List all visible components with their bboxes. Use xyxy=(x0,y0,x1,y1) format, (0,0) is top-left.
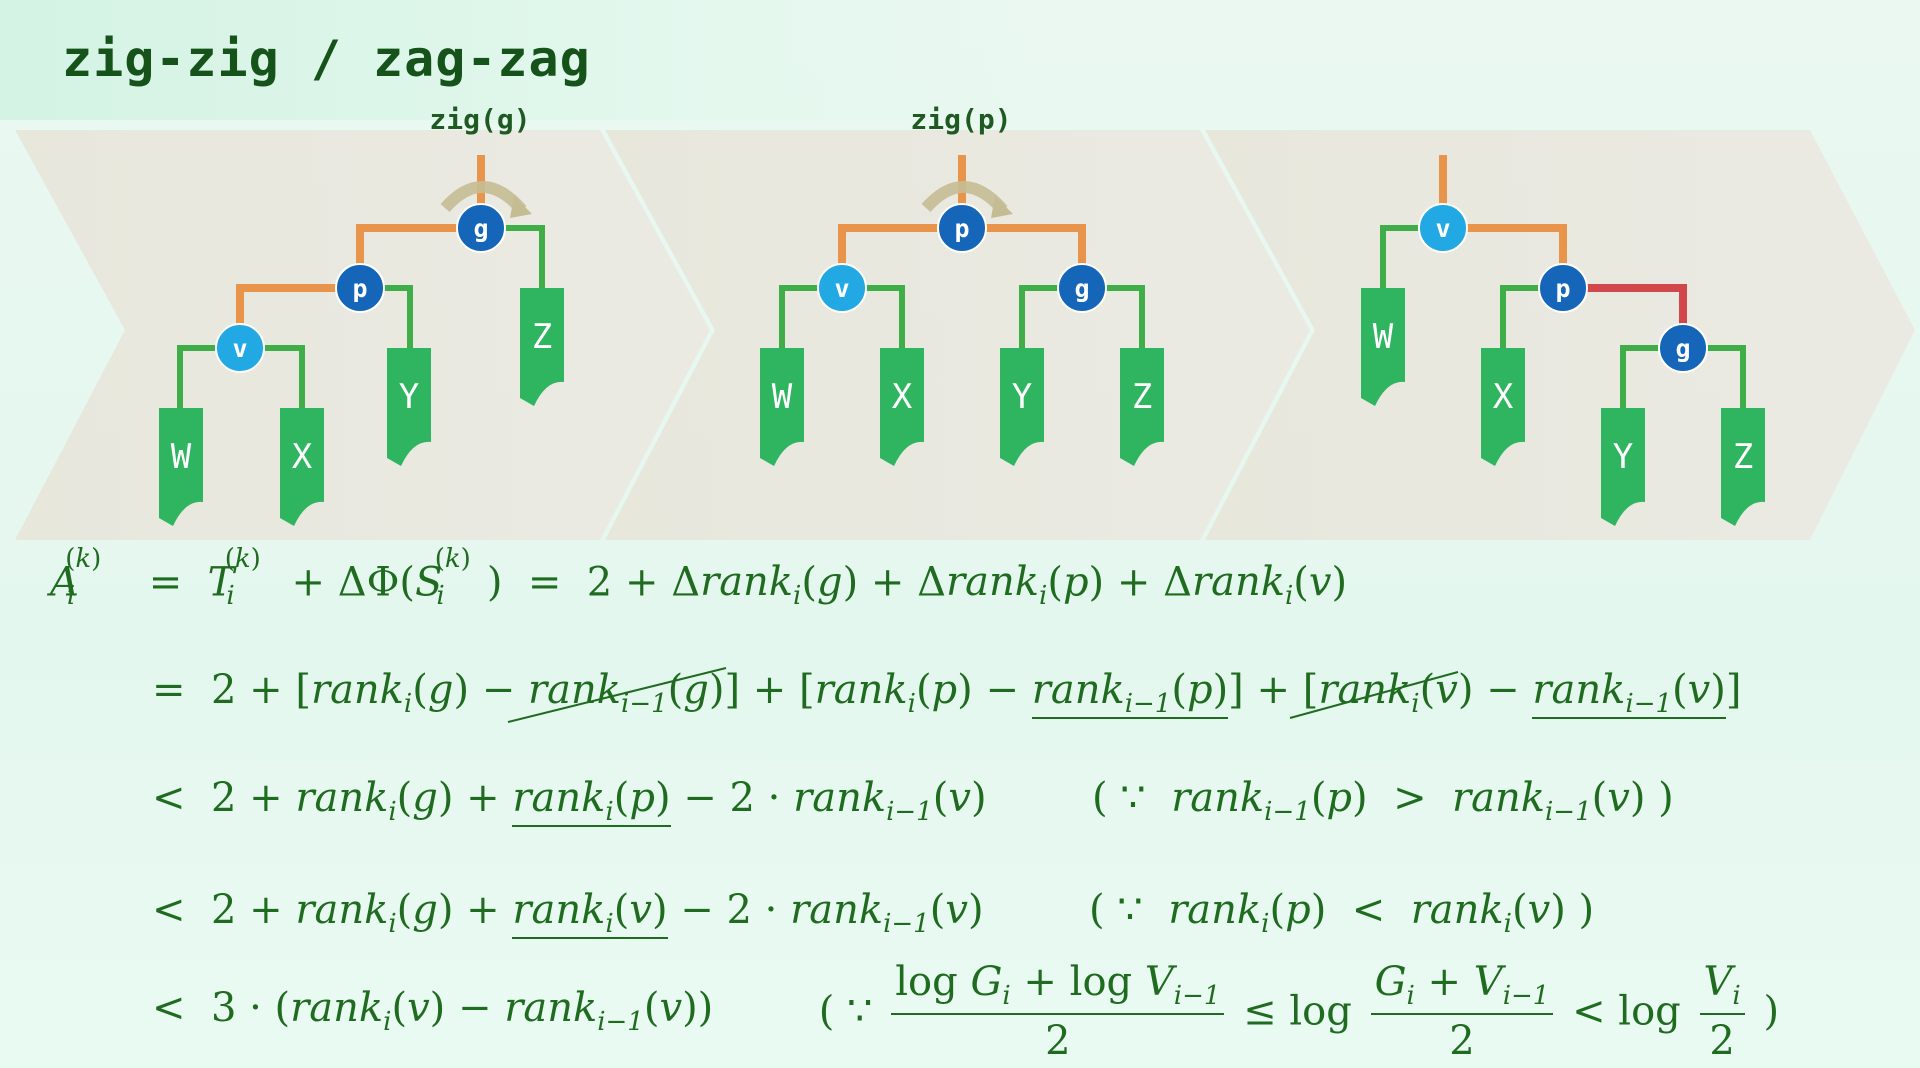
equation-line-4: < 2 + ranki(g) + ranki(v) − 2 · ranki−1(… xyxy=(152,890,1594,937)
equation-line-5: < 3 · (ranki(v) − ranki−1(v)) ( ∵ log Gi… xyxy=(152,962,1779,1061)
equation-line-3: < 2 + ranki(g) + ranki(p) − 2 · ranki−1(… xyxy=(152,778,1674,825)
